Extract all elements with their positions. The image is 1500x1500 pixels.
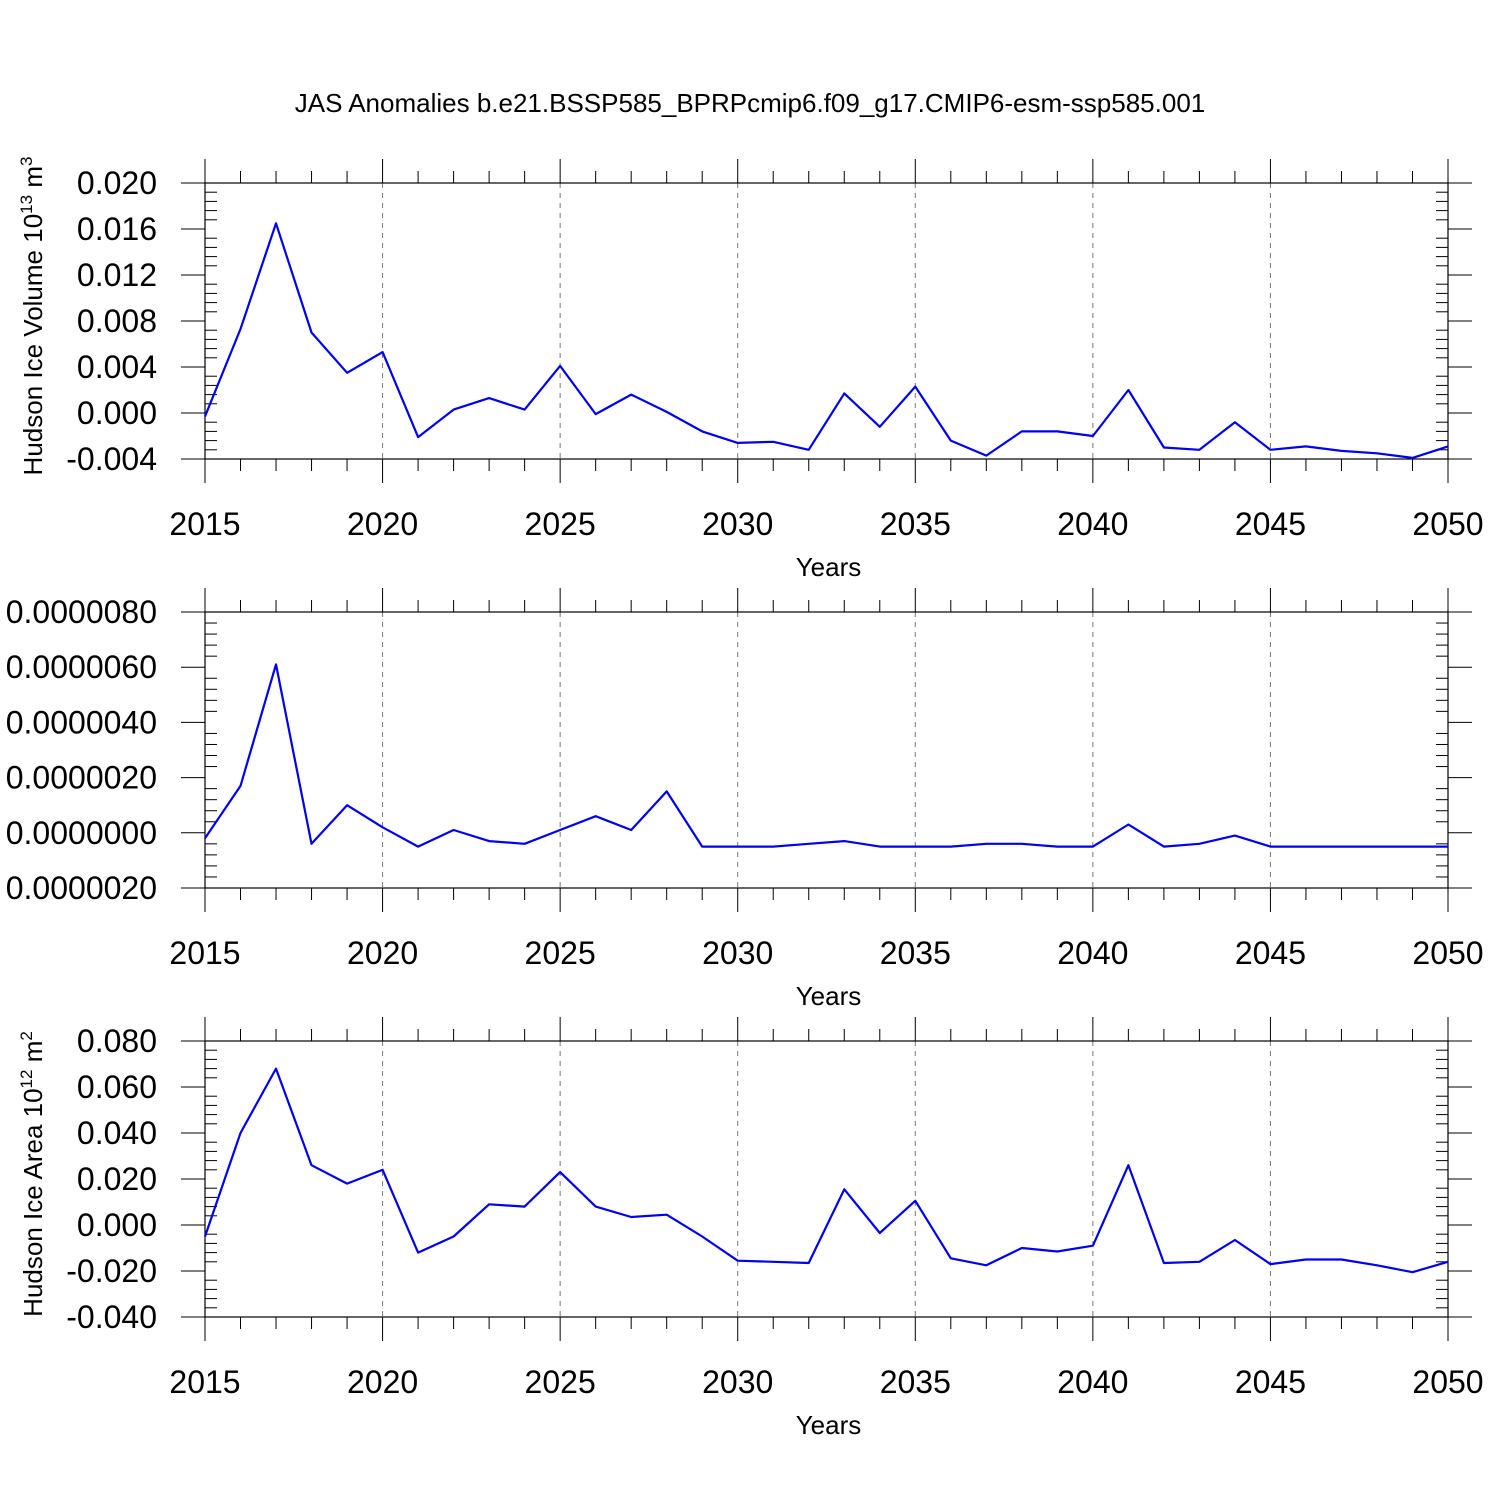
x-axis-label: Years: [796, 1410, 862, 1440]
x-tick-label: 2030: [702, 506, 773, 542]
x-tick-label: 2020: [347, 1364, 418, 1400]
y-tick-label: 0.004: [77, 349, 157, 385]
y-axis-label: Hudson Ice Area 1012 m2: [17, 1031, 48, 1317]
y-tick-label: 0.080: [77, 1023, 157, 1059]
x-tick-label: 2025: [525, 1364, 596, 1400]
plot-frame: [204, 611, 1449, 889]
y-tick-label: 0.060: [77, 1069, 157, 1105]
x-tick-label: 2030: [702, 935, 773, 971]
y-tick-label: 0.000: [77, 1207, 157, 1243]
x-tick-label: 2040: [1057, 506, 1128, 542]
x-tick-label: 2035: [880, 506, 951, 542]
x-tick-label: 2035: [880, 935, 951, 971]
y-tick-label: 0.0000020: [6, 760, 157, 796]
y-axis-label: Hudson Ice Volume 1013 m3: [17, 157, 48, 476]
y-tick-label: 0.016: [77, 211, 157, 247]
y-tick-label: 0.0000080: [6, 594, 157, 630]
y-tick-label: 0.008: [77, 303, 157, 339]
y-tick-label: -0.040: [66, 1299, 157, 1335]
x-tick-label: 2045: [1235, 935, 1306, 971]
y-tick-label: 0.012: [77, 257, 157, 293]
series-line-1: [203, 222, 1449, 459]
chart-panel-2: 2015 2020 2025 2030 2035 2040 2045 2050 0.000002…: [6, 588, 1484, 1011]
x-tick-label: 2020: [347, 935, 418, 971]
series-line-1: [204, 663, 1448, 848]
x-tick-label: 2050: [1412, 1364, 1483, 1400]
x-tick-label: 2015: [169, 935, 240, 971]
y-tick-label: 0.0000040: [6, 704, 157, 740]
chart-panel-3: 2015 2020 2025 2030 2035 2040 2045 2050 -0.040 -0…: [17, 1017, 1484, 1440]
y-tick-label: 0.0000060: [6, 649, 157, 685]
y-tick-label: -0.020: [66, 1253, 157, 1289]
x-tick-label: 2025: [525, 935, 596, 971]
plot-frame: [204, 1040, 1449, 1318]
y-tick-label: 0.0000020: [6, 870, 157, 906]
y-tick-label: 0.020: [77, 165, 157, 201]
x-axis-label: Years: [796, 552, 862, 582]
x-tick-label: 2045: [1235, 506, 1306, 542]
y-tick-label: 0.0000000: [6, 815, 157, 851]
x-tick-label: 2015: [169, 1364, 240, 1400]
y-tick-label: 0.040: [77, 1115, 157, 1151]
x-tick-label: 2040: [1057, 1364, 1128, 1400]
chart-panel-1: 2015 2020 2025 2030 2035 2040 2045 2050 -0.004 0.…: [17, 157, 1484, 582]
plot-frame: [204, 182, 1449, 460]
x-tick-label: 2035: [880, 1364, 951, 1400]
y-tick-label: -0.004: [66, 441, 157, 477]
x-tick-label: 2050: [1412, 506, 1483, 542]
y-tick-label: 0.000: [77, 395, 157, 431]
x-tick-label: 2030: [702, 1364, 773, 1400]
x-tick-label: 2050: [1412, 935, 1483, 971]
y-tick-label: 0.020: [77, 1161, 157, 1197]
x-tick-label: 2015: [169, 506, 240, 542]
x-tick-label: 2020: [347, 506, 418, 542]
figure-title: JAS Anomalies b.e21.BSSP585_BPRPcmip6.f0…: [295, 88, 1206, 118]
series-line-1: [203, 1067, 1449, 1274]
x-axis-label: Years: [796, 981, 862, 1011]
x-tick-label: 2025: [525, 506, 596, 542]
x-tick-label: 2045: [1235, 1364, 1306, 1400]
x-tick-label: 2040: [1057, 935, 1128, 971]
